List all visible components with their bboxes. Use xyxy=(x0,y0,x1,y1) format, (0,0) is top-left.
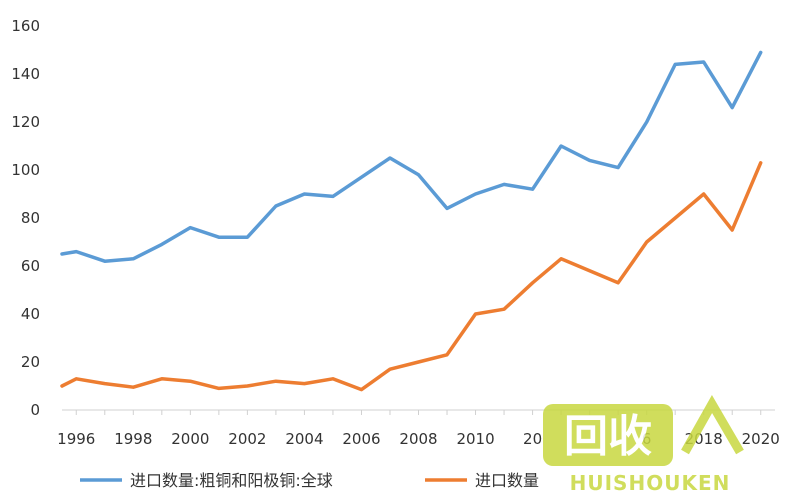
x-tick-label: 2010 xyxy=(456,430,494,448)
x-tick-label: 1998 xyxy=(114,430,152,448)
watermark-logo: 回收 HUISHOUKEN xyxy=(543,394,744,495)
y-tick-label: 100 xyxy=(11,161,40,179)
y-tick-label: 160 xyxy=(11,17,40,35)
y-tick-label: 140 xyxy=(11,65,40,83)
x-tick-label: 2020 xyxy=(742,430,780,448)
y-tick-label: 20 xyxy=(21,353,40,371)
x-tick-label: 2002 xyxy=(228,430,266,448)
y-tick-label: 0 xyxy=(30,401,40,419)
y-tick-label: 80 xyxy=(21,209,40,227)
series-lines xyxy=(60,50,763,392)
y-tick-label: 60 xyxy=(21,257,40,275)
y-tick-label: 40 xyxy=(21,305,40,323)
axes: 0 20 40 60 80 100 120 140 160 1996 1998 2000 2002 200… xyxy=(11,17,779,448)
legend-label-2: 进口数量 xyxy=(475,471,539,490)
x-tick-label: 2008 xyxy=(399,430,437,448)
watermark-text: 回收 xyxy=(564,411,652,462)
watermark-mark-icon xyxy=(681,394,744,455)
watermark-subtext: HUISHOUKEN xyxy=(570,471,731,495)
watermark-badge xyxy=(543,404,673,466)
series-line-1 xyxy=(60,50,763,263)
legend: 进口数量:粗铜和阳极铜:全球 进口数量 xyxy=(80,471,539,490)
x-tick-label: 2000 xyxy=(171,430,209,448)
y-tick-label: 120 xyxy=(11,113,40,131)
x-tick-label: 2004 xyxy=(285,430,323,448)
x-tick-label: 20 xyxy=(523,430,542,448)
x-tick-label: 2006 xyxy=(342,430,380,448)
series-line-2 xyxy=(60,161,763,392)
x-tick-label: 1996 xyxy=(57,430,95,448)
legend-label-1: 进口数量:粗铜和阳极铜:全球 xyxy=(130,471,333,490)
